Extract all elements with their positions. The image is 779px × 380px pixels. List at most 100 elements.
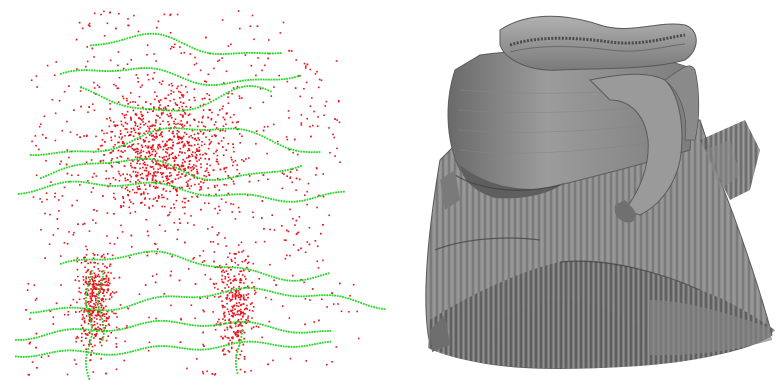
point-cloud-point [109, 265, 111, 267]
curve-sample [251, 52, 253, 54]
point-cloud-point [237, 121, 239, 123]
point-cloud-point [197, 143, 199, 146]
curve-sample [85, 354, 88, 356]
point-cloud-point [55, 61, 57, 63]
curve-sample [212, 128, 214, 131]
curve-sample [270, 78, 273, 81]
curve-sample [98, 183, 101, 186]
curve-sample [31, 190, 33, 193]
point-cloud-point [303, 88, 305, 90]
point-cloud-point [145, 101, 147, 103]
point-cloud-point [166, 152, 169, 154]
curve-sample [319, 195, 322, 197]
curve-sample [225, 344, 228, 347]
curve-sample [41, 187, 44, 190]
point-cloud-point [194, 151, 197, 154]
curve-sample [256, 322, 259, 325]
point-cloud-point [137, 81, 139, 83]
point-cloud-point [99, 289, 101, 291]
point-cloud-point [235, 289, 238, 292]
curve-sample [230, 343, 233, 345]
point-cloud-point [231, 121, 234, 124]
curve-sample [80, 258, 83, 261]
curve-sample [208, 265, 210, 267]
point-cloud-point [95, 284, 98, 286]
curve-sample [154, 296, 157, 299]
point-cloud-point [175, 188, 178, 191]
point-cloud-point [154, 243, 157, 245]
point-cloud-point [156, 95, 158, 98]
point-cloud-point [256, 25, 259, 27]
curve-sample [165, 345, 168, 348]
point-cloud-point [92, 288, 95, 290]
point-cloud-point [206, 297, 209, 299]
point-cloud-point [309, 299, 311, 301]
curve-sample [249, 340, 251, 343]
point-cloud-point [228, 297, 231, 300]
point-cloud-point [187, 268, 190, 270]
curve-sample [173, 346, 176, 348]
point-cloud-point [85, 282, 88, 285]
point-cloud-point [177, 177, 180, 180]
curve-sample [55, 170, 58, 173]
point-cloud-point [162, 180, 165, 182]
point-cloud-point [214, 373, 217, 375]
point-cloud-point [234, 253, 236, 255]
point-cloud-point [83, 311, 85, 313]
point-cloud-point [317, 86, 320, 89]
point-cloud-point [172, 91, 175, 93]
curve-sample [100, 353, 103, 356]
point-cloud-point [144, 284, 147, 286]
curve-sample [59, 329, 61, 332]
point-cloud-point [179, 341, 182, 343]
curve-sample [246, 321, 249, 323]
point-cloud-point [219, 264, 221, 267]
point-cloud-point [200, 188, 203, 190]
point-cloud-point [236, 164, 238, 166]
curve-sample [277, 52, 279, 55]
point-cloud-point [222, 306, 224, 309]
curve-sample [133, 158, 136, 161]
curve-sample [89, 276, 92, 278]
curve-sample [102, 162, 105, 165]
point-cloud-point [202, 109, 205, 111]
point-cloud-point [151, 148, 153, 150]
point-cloud-point [331, 292, 333, 294]
curve-sample [322, 194, 324, 197]
curve-sample [287, 147, 290, 150]
curve-sample [303, 345, 306, 347]
curve-sample [85, 360, 87, 362]
curve-sample [95, 329, 98, 332]
point-cloud-point [137, 104, 139, 107]
point-cloud-point [88, 319, 91, 321]
point-cloud-point [295, 177, 298, 180]
curve-sample [87, 351, 90, 354]
point-cloud-point [78, 287, 81, 289]
curve-sample [177, 255, 179, 258]
point-cloud-point [255, 291, 257, 294]
point-cloud-point [154, 197, 157, 199]
curve-sample [229, 82, 231, 84]
curve-sample [101, 321, 104, 323]
point-cloud-point [101, 129, 103, 132]
point-cloud-point [286, 229, 288, 232]
point-cloud-point [202, 181, 205, 184]
point-cloud-point [84, 266, 86, 268]
point-cloud-point [84, 260, 86, 263]
point-cloud-point [130, 118, 132, 120]
curve-sample [82, 350, 85, 353]
curve-sample [166, 252, 169, 254]
curve-sample [286, 279, 288, 282]
point-cloud-point [126, 99, 128, 102]
curve-sample [228, 343, 230, 346]
curve-sample [257, 195, 259, 197]
curve-sample [60, 72, 62, 75]
curve-sample [37, 154, 40, 156]
point-cloud-point [227, 96, 229, 98]
point-cloud-point [80, 309, 83, 312]
point-cloud-point [235, 302, 238, 304]
point-cloud-point [94, 279, 96, 282]
point-cloud-point [243, 358, 246, 360]
point-cloud-point [252, 306, 255, 308]
curve-sample [301, 331, 303, 334]
